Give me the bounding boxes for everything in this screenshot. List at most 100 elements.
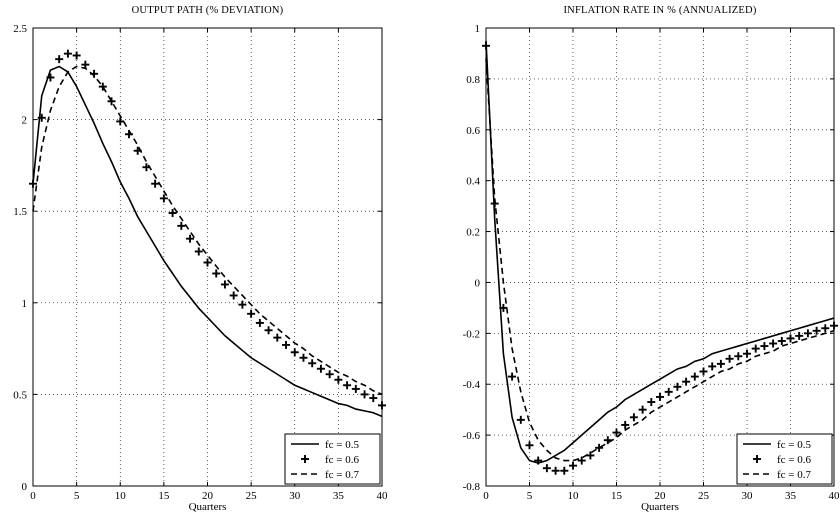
plus-marker	[542, 464, 551, 473]
plus-marker	[725, 354, 734, 363]
y-tick-label: -0.2	[463, 328, 480, 340]
y-tick-label: 0	[22, 481, 28, 493]
plus-marker	[647, 398, 656, 407]
plus-marker	[290, 348, 299, 357]
plus-marker	[238, 300, 247, 309]
plus-marker	[734, 352, 743, 361]
plus-marker	[664, 387, 673, 396]
y-tick-label: -0.4	[463, 379, 481, 391]
plus-marker	[255, 318, 264, 327]
x-tick-label: 10	[115, 490, 127, 502]
plus-marker	[534, 456, 543, 465]
plus-marker	[220, 280, 229, 289]
legend-label: fc = 0.6	[325, 454, 359, 466]
plus-marker	[264, 326, 273, 335]
legend: fc = 0.5 fc = 0.6 fc = 0.7	[736, 433, 833, 485]
plus-marker	[72, 51, 81, 60]
series-plus	[482, 41, 838, 475]
plus-marker	[743, 349, 751, 358]
series-line-dashed	[485, 58, 835, 462]
plus-marker	[786, 334, 795, 343]
plus-marker	[212, 269, 221, 278]
plus-marker	[621, 420, 630, 429]
plus-marker	[803, 329, 812, 338]
plus-marker	[699, 367, 708, 376]
plus-marker	[690, 372, 699, 381]
chart-title: INFLATION RATE IN % (ANNUALIZED)	[563, 5, 756, 16]
x-axis-label: Quarters	[641, 501, 679, 513]
plus-marker	[55, 55, 64, 64]
y-tick-label: 1.5	[13, 206, 27, 218]
plus-marker	[116, 117, 125, 126]
plus-marker	[577, 456, 586, 465]
plus-marker	[159, 194, 168, 203]
plus-marker	[299, 353, 308, 362]
x-tick-label: 25	[246, 490, 258, 502]
plus-marker	[168, 209, 177, 218]
x-tick-label: 0	[30, 490, 36, 502]
y-tick-label: 0.5	[13, 389, 27, 401]
x-tick-label: 30	[289, 490, 301, 502]
x-tick-label: 40	[829, 490, 840, 502]
plus-marker	[525, 441, 534, 450]
y-tick-label: 2	[22, 115, 28, 127]
plus-marker	[378, 401, 386, 410]
plus-marker	[229, 291, 238, 300]
legend-box	[736, 433, 833, 485]
plus-marker	[673, 382, 682, 391]
legend-plus-marker	[753, 455, 761, 463]
plus-marker	[716, 359, 725, 368]
plus-marker	[177, 221, 186, 230]
series-solid	[32, 65, 383, 418]
plus-marker	[795, 331, 804, 340]
plus-marker	[629, 413, 638, 422]
x-tick-label: 5	[74, 490, 80, 502]
y-tick-label: -0.8	[463, 481, 481, 493]
plus-marker	[107, 97, 116, 106]
plus-marker	[29, 179, 37, 188]
plus-marker	[369, 394, 378, 403]
plus-marker	[603, 436, 612, 445]
series-dashed	[32, 65, 383, 396]
plus-marker	[682, 377, 691, 386]
legend-label: fc = 0.5	[777, 439, 811, 451]
plus-marker	[612, 428, 621, 437]
plus-marker	[325, 370, 334, 379]
series-line-solid	[485, 40, 835, 464]
output-path-chart: 0 5 10 15 20 25 30 35 40 0 0.5 1 1.5 2 2.5 OUTPUT PATH …	[13, 5, 388, 513]
x-tick-label: 40	[377, 490, 389, 502]
plus-marker	[343, 381, 352, 390]
plus-marker	[830, 321, 838, 330]
x-tick-label: 25	[698, 490, 710, 502]
x-tick-label: 5	[527, 490, 533, 502]
plus-marker	[63, 49, 72, 58]
plus-marker	[186, 234, 195, 243]
x-tick-label: 20	[202, 490, 214, 502]
plus-marker	[516, 415, 525, 424]
y-tick-label: 1	[475, 23, 481, 35]
x-tick-label: 35	[785, 490, 797, 502]
series-line-solid	[32, 65, 383, 418]
x-tick-label: 0	[483, 490, 489, 502]
x-tick-label: 30	[742, 490, 754, 502]
legend-label: fc = 0.6	[777, 454, 811, 466]
y-tick-label: 0.6	[466, 125, 480, 137]
legend-box	[284, 433, 381, 485]
plus-marker	[247, 309, 256, 318]
x-tick-label: 10	[568, 490, 580, 502]
plus-marker	[760, 342, 769, 351]
plus-marker	[656, 392, 664, 401]
plus-marker	[316, 364, 325, 373]
plus-marker	[282, 340, 291, 349]
plus-marker	[638, 405, 647, 414]
plus-marker	[769, 339, 778, 348]
x-tick-label: 15	[611, 490, 623, 502]
plus-marker	[569, 461, 577, 470]
y-tick-label: 2.5	[13, 23, 27, 35]
y-tick-label: 0.4	[466, 176, 480, 188]
legend-label: fc = 0.7	[777, 469, 811, 481]
y-tick-label: 0.8	[466, 74, 480, 86]
plus-marker	[98, 82, 107, 91]
plus-marker	[334, 375, 343, 384]
